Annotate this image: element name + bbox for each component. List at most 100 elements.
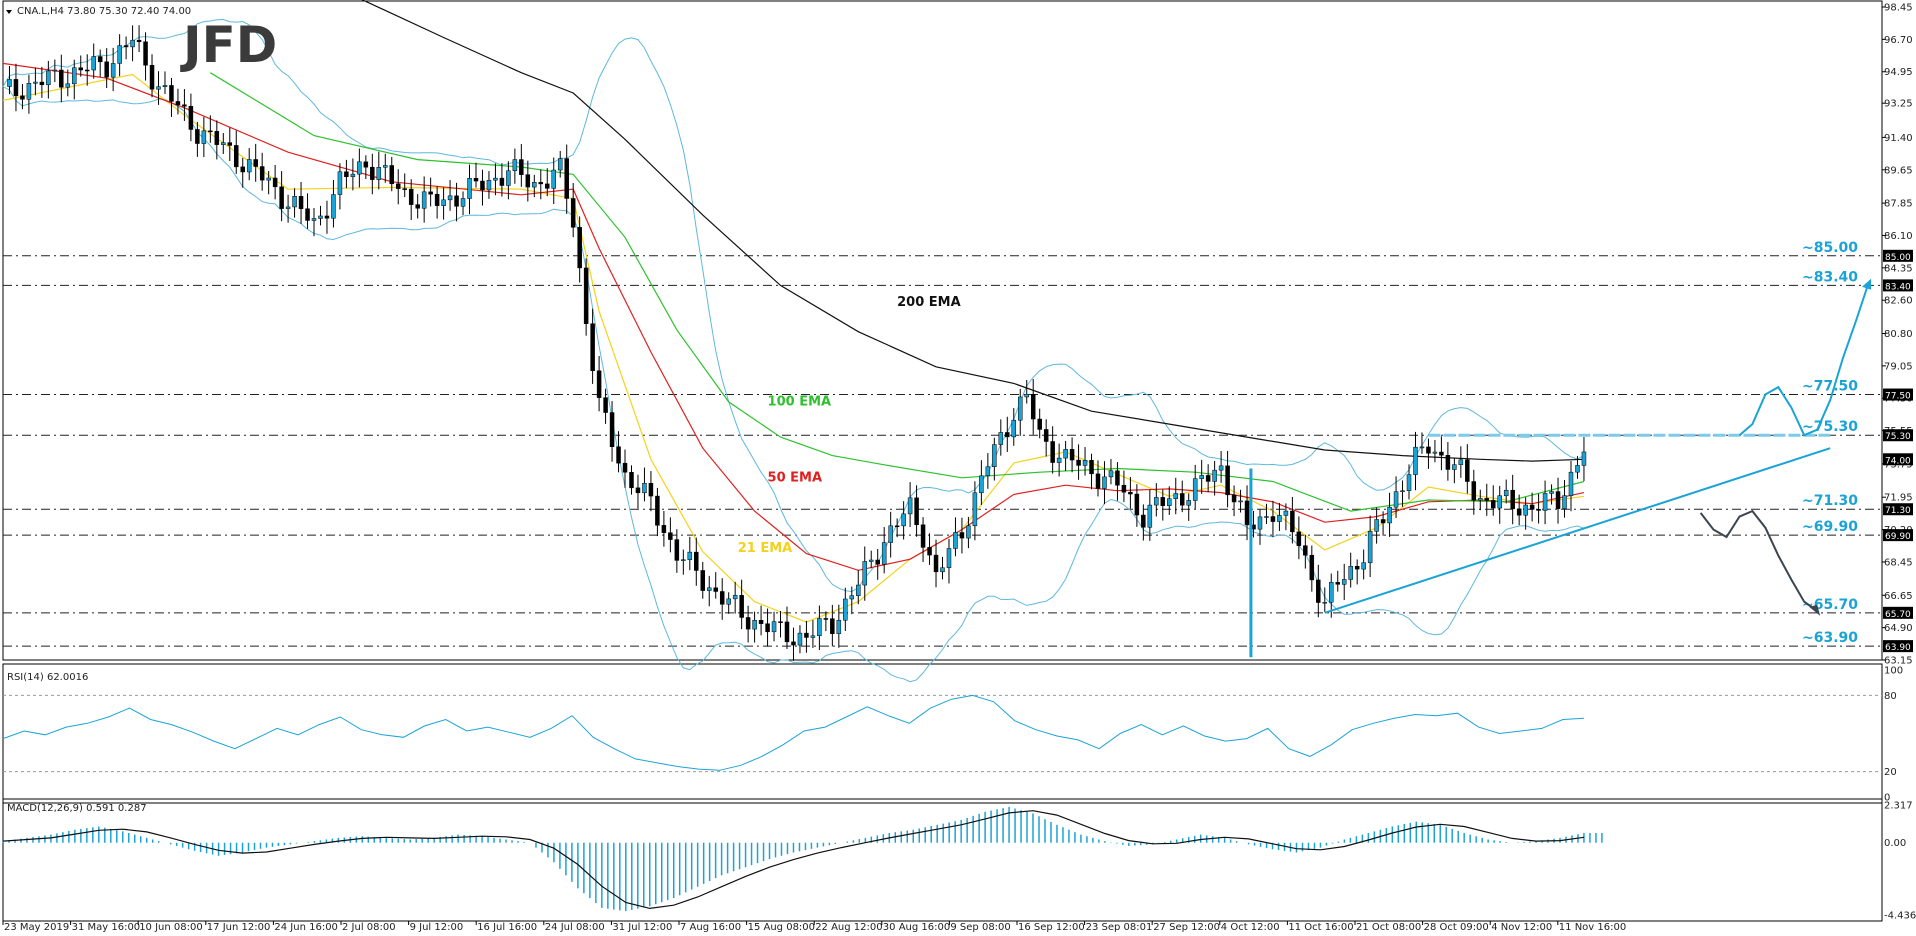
level-price-tag (1883, 388, 1913, 401)
candle-body (1393, 491, 1399, 508)
ema-line-200 (361, 0, 1585, 462)
candle-body (408, 188, 414, 205)
jfd-logo: JFD (180, 16, 277, 74)
x-tick-label: 7 Aug 16:00 (680, 922, 741, 933)
candle-body (992, 444, 997, 467)
candle-body (920, 524, 926, 548)
candle-body (648, 482, 654, 497)
x-tick-label: 30 Aug 16:00 (883, 922, 950, 933)
candle-body (149, 64, 155, 90)
candle-body (246, 159, 252, 173)
candle-body (221, 142, 226, 145)
candle-body (843, 598, 848, 621)
candle-body (1043, 429, 1049, 442)
x-tick-label: 24 Jun 16:00 (274, 922, 338, 933)
candle-body (473, 178, 479, 182)
candle-body (1147, 504, 1153, 528)
candle-body (7, 79, 12, 87)
x-tick-label: 27 Sep 12:00 (1153, 922, 1220, 933)
candle-body (454, 195, 459, 207)
level-price-tag (1883, 503, 1913, 516)
candle-body (681, 559, 686, 561)
x-tick-label: 2 Jul 08:00 (342, 922, 396, 933)
candle-body (428, 191, 433, 195)
candle-body (1115, 470, 1120, 486)
candle-body (1257, 516, 1263, 530)
candle-body (907, 497, 913, 515)
candle-body (91, 56, 96, 71)
level-label: ~71.30 (1802, 493, 1858, 509)
candle-body (136, 39, 142, 43)
x-tick-label: 16 Jul 16:00 (477, 922, 537, 933)
candle-body (1037, 418, 1042, 430)
ema-line-50 (2, 62, 1585, 571)
candle-body (1063, 449, 1068, 459)
candle-body (713, 587, 718, 592)
x-tick-label: 23 Sep 08:01 (1086, 922, 1153, 933)
candle-body (538, 182, 544, 185)
candle-body (33, 81, 38, 84)
candle-body (1303, 545, 1308, 556)
candle-body (856, 584, 861, 596)
candle-body (525, 174, 531, 188)
candle-body (752, 620, 757, 630)
x-tick-label: 11 Nov 16:00 (1559, 922, 1626, 933)
candle-body (123, 45, 129, 48)
x-tick-label: 23 May 2019 (4, 922, 69, 933)
candle-body (1089, 460, 1094, 475)
candle-body (894, 525, 900, 528)
candle-body (506, 170, 511, 186)
candle-body (642, 482, 647, 494)
candle-body (1186, 500, 1191, 506)
candle-body (1432, 451, 1438, 454)
candle-body (668, 532, 673, 540)
dropdown-triangle-icon[interactable] (6, 10, 12, 14)
candle-body (674, 539, 680, 561)
x-tick-label: 10 Jun 08:00 (139, 922, 203, 933)
candle-body (1231, 494, 1237, 503)
candle-body (1380, 519, 1386, 524)
rsi-y-tick-label: 0 (1884, 793, 1890, 804)
candle-body (1536, 509, 1541, 511)
candle-body (434, 193, 440, 206)
candle-body (1465, 459, 1470, 482)
candle-body (1478, 498, 1483, 501)
level-price-tag-text: 69.90 (1885, 532, 1911, 542)
candle-body (259, 166, 265, 181)
candle-body (1316, 579, 1321, 603)
candle-body (13, 79, 19, 97)
candle-body (357, 161, 362, 175)
x-tick-label: 24 Jul 08:00 (545, 922, 605, 933)
x-tick-label: 31 Jul 12:00 (612, 922, 672, 933)
y-tick-label: 93.25 (1884, 99, 1913, 110)
candle-body (1108, 470, 1114, 478)
candle-body (1309, 554, 1315, 581)
ema50-label: 50 EMA (768, 470, 823, 485)
candle-body (383, 165, 388, 168)
candle-body (1160, 497, 1166, 506)
candle-body (914, 497, 919, 526)
candle-body (1471, 481, 1477, 501)
candle-body (797, 632, 803, 646)
candle-body (622, 462, 628, 473)
candle-body (810, 635, 816, 638)
candle-body (26, 83, 32, 100)
candle-body (1516, 508, 1522, 516)
macd-title: MACD(12,26,9) 0.591 0.287 (7, 803, 147, 814)
candle-body (1549, 491, 1554, 494)
candle-body (65, 83, 71, 88)
ascending-trendline (1324, 447, 1831, 614)
candle-body (1173, 493, 1179, 499)
x-tick-label: 4 Oct 12:00 (1221, 922, 1280, 933)
candle-body (285, 206, 291, 209)
x-tick-label: 31 May 16:00 (72, 922, 141, 933)
level-label: ~69.90 (1802, 519, 1858, 535)
candle-body (162, 85, 168, 87)
candle-body (486, 179, 492, 191)
candle-body (395, 183, 401, 189)
candle-body (940, 567, 945, 573)
candle-body (927, 547, 932, 556)
candle-body (182, 104, 187, 107)
candle-body (234, 145, 239, 168)
